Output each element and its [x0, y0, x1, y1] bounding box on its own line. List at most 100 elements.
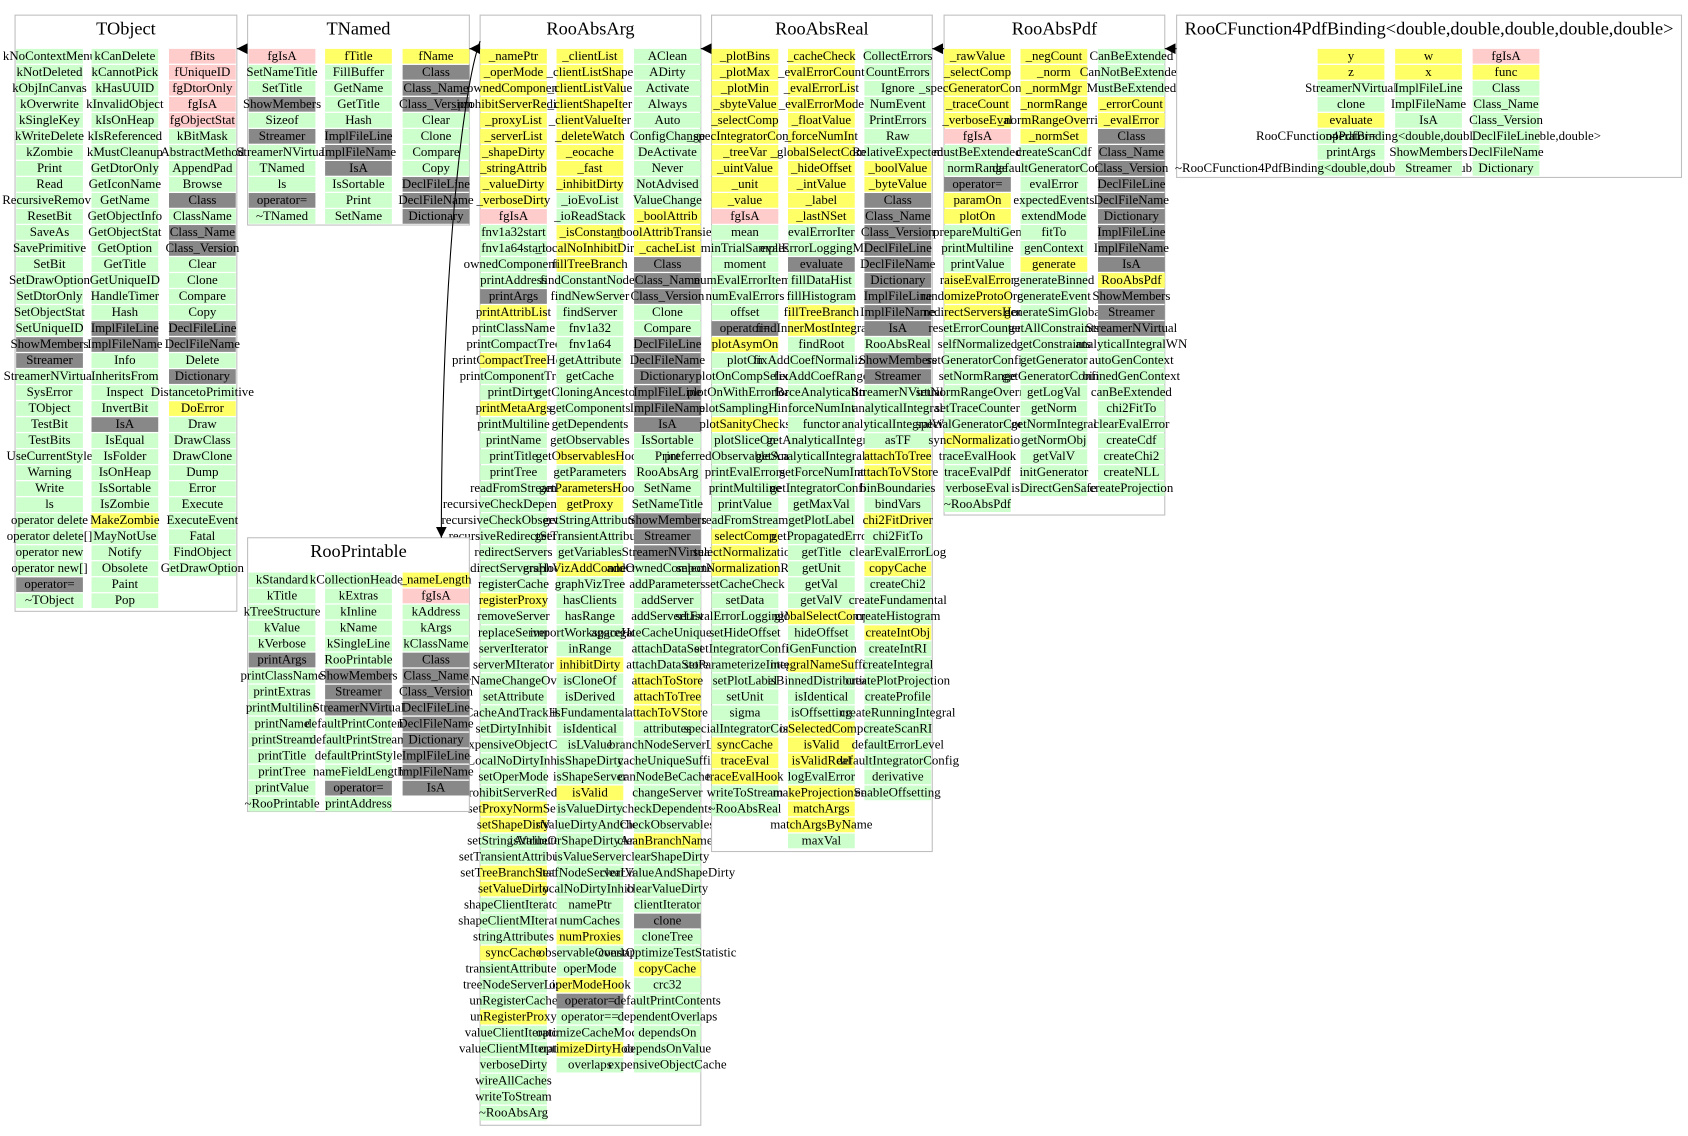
member-name: StreamerNVirtual — [236, 144, 328, 159]
member-name: Dictionary — [408, 208, 464, 223]
member-cell — [1395, 80, 1462, 96]
member-cell — [556, 257, 624, 272]
member-cell — [1020, 225, 1088, 240]
member-cell — [711, 577, 779, 593]
member-name: generateBinned — [1013, 272, 1095, 287]
member-cell — [711, 673, 779, 689]
member-name: checkDependents — [622, 800, 713, 815]
member-cell — [944, 497, 1011, 513]
member-name: operator= — [720, 320, 770, 335]
member-name: printMetaArgs — [476, 400, 552, 415]
member-name: defaultPrintStyle — [315, 748, 403, 763]
member-cell — [480, 977, 547, 993]
member-name: getCloningAncestors — [535, 384, 644, 399]
member-cell — [711, 513, 779, 529]
member-name: Dictionary — [175, 368, 231, 383]
member-name: plotOn — [960, 208, 996, 223]
member-cell — [1098, 321, 1165, 336]
member-cell — [16, 385, 83, 400]
member-name: createRunningIntegral — [840, 704, 956, 719]
member-name: Streamer — [1108, 304, 1155, 319]
member-name: DeclFileLine — [1097, 176, 1165, 191]
member-cell — [556, 321, 624, 336]
member-name: syncCache — [717, 736, 773, 751]
member-cell — [711, 80, 779, 96]
member-cell — [711, 417, 779, 432]
member-cell — [944, 385, 1011, 400]
member-cell — [711, 289, 779, 304]
member-cell — [556, 1057, 624, 1073]
member-name: cloneTree — [642, 928, 693, 943]
member-cell — [91, 305, 159, 320]
member-name: chi2FitDriver — [863, 512, 934, 527]
member-cell — [944, 177, 1011, 192]
member-name: fgIsA — [730, 208, 760, 223]
member-cell — [169, 513, 236, 529]
member-cell — [248, 64, 316, 80]
member-cell — [16, 513, 83, 529]
member-name: crc32 — [653, 977, 682, 992]
member-name: isIdentical — [794, 688, 848, 703]
member-cell — [634, 1041, 701, 1057]
member-cell — [787, 705, 855, 721]
member-name: Streamer — [644, 528, 691, 543]
member-name: _hideOffset — [790, 160, 852, 175]
member-cell — [169, 353, 236, 368]
member-cell — [787, 545, 855, 561]
member-cell — [325, 764, 392, 780]
member-cell — [16, 465, 83, 480]
member-cell — [634, 289, 701, 304]
member-name: createCdf — [1106, 432, 1157, 447]
member-name: CanBeExtended — [1089, 48, 1173, 63]
member-cell — [169, 497, 236, 513]
member-name: getIntegratorConfig — [770, 480, 873, 495]
member-name: ~RooAbsPdf — [944, 496, 1012, 511]
member-name: Class — [422, 652, 450, 667]
member-cell — [864, 737, 932, 753]
member-name: isBinnedDistribution — [767, 672, 876, 687]
member-cell — [634, 641, 701, 657]
member-cell — [711, 657, 779, 673]
member-name: clone — [653, 912, 681, 927]
member-name: GetTitle — [337, 96, 380, 111]
member-cell — [787, 529, 855, 545]
member-name: printExtras — [253, 684, 310, 699]
member-cell — [944, 161, 1011, 176]
member-cell — [1098, 128, 1165, 144]
member-cell — [864, 193, 932, 208]
member-cell — [634, 401, 701, 416]
member-name: ImplFileLine — [1097, 224, 1165, 239]
member-cell — [864, 144, 932, 160]
member-name: numEvalErrors — [706, 288, 785, 303]
member-name: Clone — [421, 128, 452, 143]
member-cell — [634, 64, 701, 80]
member-cell — [556, 545, 624, 561]
member-name: kArgs — [420, 619, 451, 634]
member-cell — [169, 177, 236, 192]
member-name: Class_Version — [399, 684, 473, 699]
member-cell — [480, 1105, 547, 1121]
member-name: printMultiline — [246, 700, 319, 715]
member-name: SetName — [335, 208, 383, 223]
member-name: printStream — [252, 732, 313, 747]
member-name: _evalError — [1103, 112, 1160, 127]
member-cell — [556, 625, 624, 641]
member-name: plotSanityChecks — [699, 416, 790, 431]
member-name: _traceCount — [945, 96, 1009, 111]
member-name: _plotMin — [720, 80, 770, 95]
member-name: _boolValue — [867, 160, 927, 175]
member-name: resetErrorCounters — [928, 320, 1026, 335]
member-name: operator= — [333, 780, 383, 795]
member-name: evaluate — [800, 256, 843, 271]
member-cell — [248, 572, 316, 588]
member-name: Compare — [179, 288, 227, 303]
member-cell — [864, 497, 932, 513]
member-name: Fatal — [189, 528, 215, 543]
member-cell — [169, 337, 236, 352]
member-cell — [556, 945, 624, 961]
member-cell — [1098, 241, 1165, 256]
member-name: DrawClass — [174, 432, 231, 447]
member-cell — [864, 785, 932, 801]
member-cell — [634, 449, 701, 464]
member-cell — [556, 289, 624, 304]
